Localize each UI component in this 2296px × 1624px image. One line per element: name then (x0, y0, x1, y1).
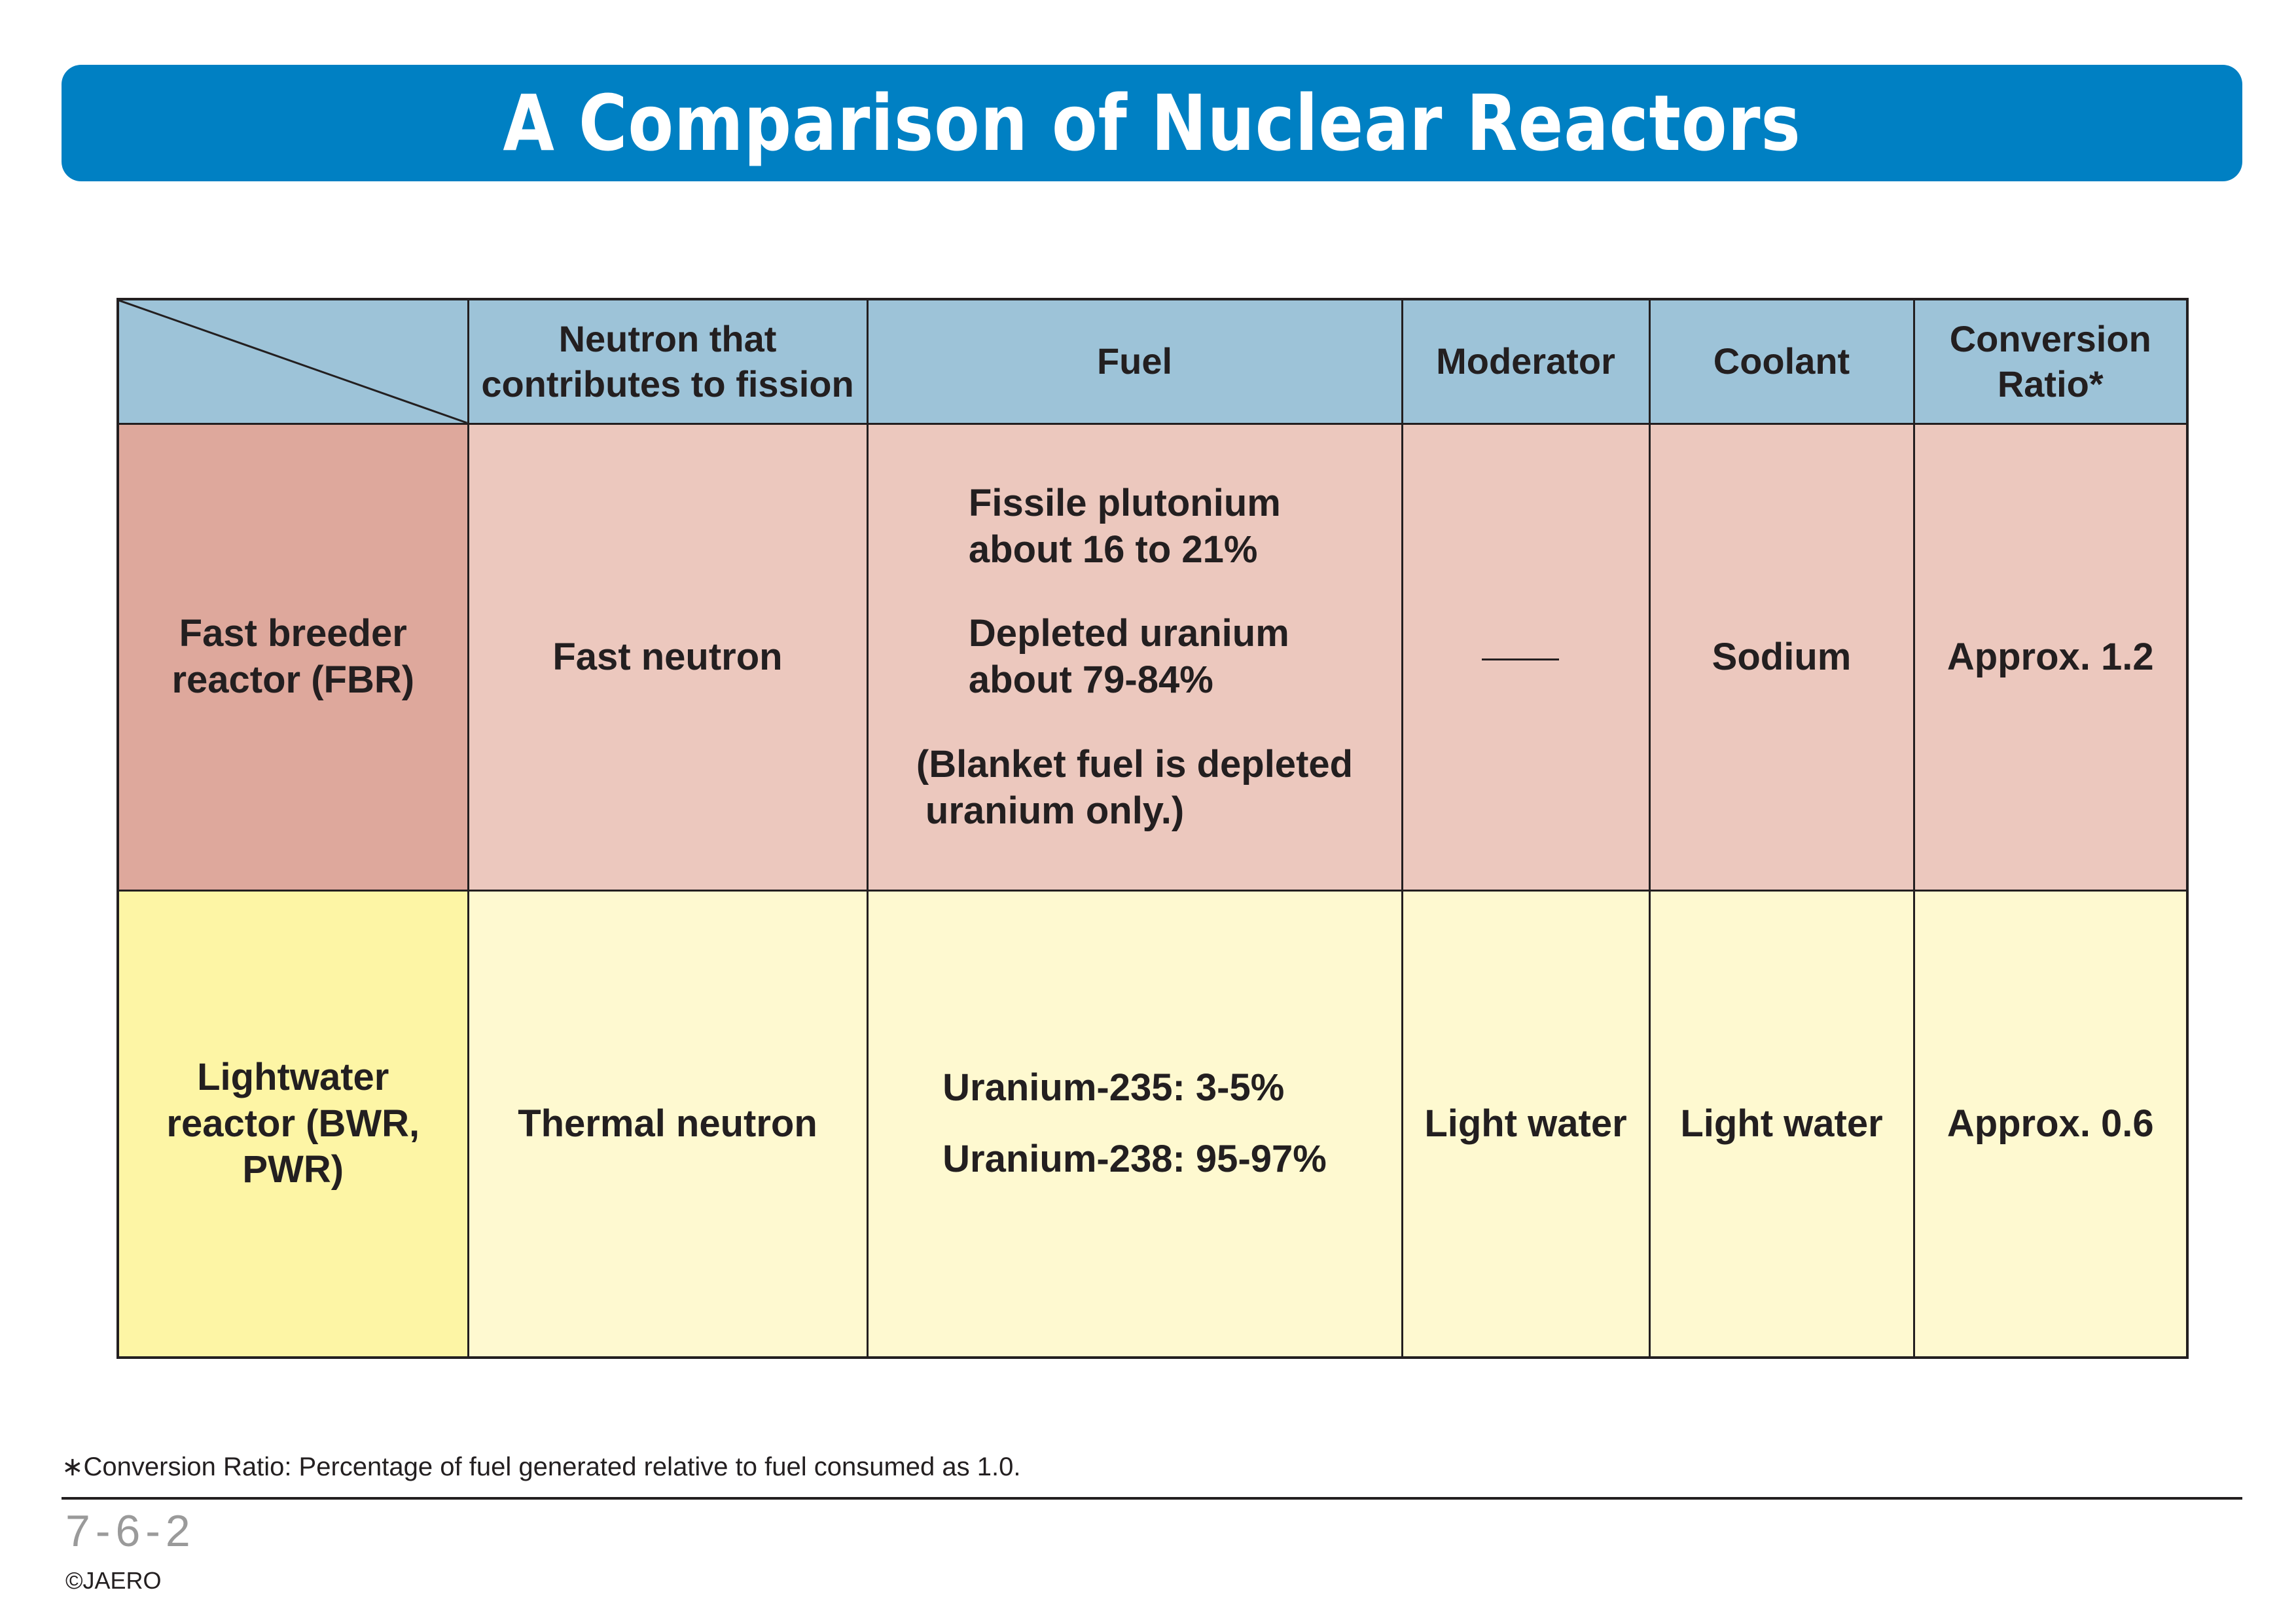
cell-lwr-moderator: Light water (1401, 890, 1651, 1359)
fbr-fuel-uranium: Depleted uranium about 79-84% (969, 611, 1353, 704)
copyright: ©JAERO (65, 1567, 162, 1594)
fbr-uranium-label: Depleted uranium (968, 612, 1289, 655)
row-label-lwr: Lightwater reactor (BWR, PWR) (117, 890, 469, 1359)
none-dash (1481, 658, 1559, 660)
fbr-fuel-plutonium: Fissile plutonium about 16 to 21% (969, 480, 1353, 573)
table-header-row: Neutron that contributes to fission Fuel… (117, 298, 2189, 425)
lwr-fuel-list: Uranium-235: 3-5% Uranium-238: 95-97% (942, 1065, 1327, 1183)
cell-fbr-coolant: Sodium (1648, 423, 1915, 892)
fbr-blanket-note: (Blanket fuel is depleted uranium only.) (916, 742, 1353, 835)
row-label-fbr: Fast breeder reactor (FBR) (117, 423, 469, 892)
page-title: A Comparison of Nuclear Reactors (503, 78, 1801, 168)
footnote: ∗Conversion Ratio: Percentage of fuel ge… (62, 1453, 1021, 1481)
fbr-note-line-2: uranium only.) (925, 789, 1185, 832)
cell-lwr-conversion-ratio: Approx. 0.6 (1912, 890, 2189, 1359)
reactor-comparison-table: Neutron that contributes to fission Fuel… (117, 298, 2189, 1359)
header-moderator: Moderator (1401, 298, 1651, 425)
lwr-u235: Uranium-235: 3-5% (942, 1066, 1285, 1110)
cell-fbr-moderator: — (1401, 423, 1651, 892)
cell-fbr-fuel: Fissile plutonium about 16 to 21% Deplet… (866, 423, 1403, 892)
diagonal-divider (119, 300, 467, 423)
fbr-uranium-share: about 79-84% (968, 659, 1213, 701)
cell-fbr-neutron: Fast neutron (467, 423, 869, 892)
header-neutron: Neutron that contributes to fission (467, 298, 869, 425)
cell-lwr-coolant: Light water (1648, 890, 1915, 1359)
table-row-lwr: Lightwater reactor (BWR, PWR) Thermal ne… (117, 890, 2189, 1359)
page-number: 7-6-2 (65, 1506, 196, 1556)
header-fuel: Fuel (866, 298, 1403, 425)
fbr-fuel-list: Fissile plutonium about 16 to 21% Deplet… (916, 480, 1353, 835)
cell-lwr-fuel: Uranium-235: 3-5% Uranium-238: 95-97% (866, 890, 1403, 1359)
lwr-u238: Uranium-238: 95-97% (942, 1138, 1327, 1180)
header-corner-cell (117, 298, 469, 425)
title-banner: A Comparison of Nuclear Reactors (62, 65, 2242, 181)
cell-lwr-neutron: Thermal neutron (467, 890, 869, 1359)
header-coolant: Coolant (1648, 298, 1915, 425)
fbr-note-line-1: (Blanket fuel is depleted (916, 742, 1354, 785)
header-conversion-ratio: Conversion Ratio* (1912, 298, 2189, 425)
comparison-table-container: Neutron that contributes to fission Fuel… (117, 298, 2189, 1359)
cell-fbr-conversion-ratio: Approx. 1.2 (1912, 423, 2189, 892)
table-row-fbr: Fast breeder reactor (FBR) Fast neutron … (117, 423, 2189, 892)
fbr-plutonium-label: Fissile plutonium (968, 481, 1281, 524)
footer-divider (62, 1497, 2242, 1500)
fbr-plutonium-share: about 16 to 21% (968, 528, 1258, 571)
